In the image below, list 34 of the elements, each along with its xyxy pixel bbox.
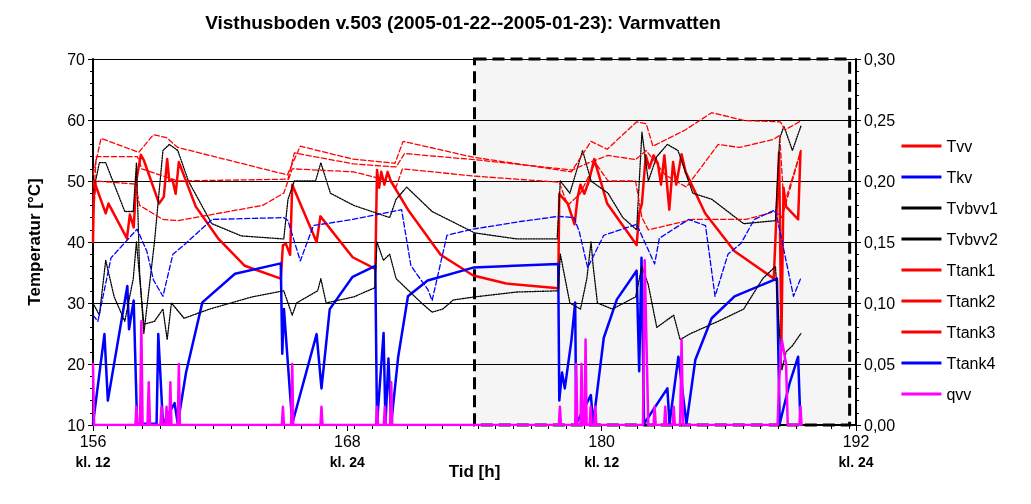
y2-tick-label: 0,30: [864, 50, 896, 68]
y-tick-label: 70: [67, 50, 86, 68]
y2-tick-label: 0,00: [864, 416, 896, 434]
y-tick-label: 50: [67, 172, 86, 190]
y-tick-label: 40: [67, 233, 86, 251]
y-tick-label: 20: [67, 355, 86, 373]
y2-tick-label: 0,10: [864, 294, 896, 312]
y-axis-title: Temperatur [°C]: [25, 178, 44, 306]
x-tick-label: 156: [79, 432, 107, 450]
text: kl. 24: [838, 454, 874, 470]
text: kl. 12: [584, 454, 620, 470]
y2-tick-label: 0,25: [864, 111, 896, 129]
legend-label: Ttank2: [946, 292, 996, 310]
legend-label: Ttank1: [946, 261, 996, 279]
x-tick-label: 192: [842, 432, 870, 450]
x-axis-title: Tid [h]: [448, 462, 501, 481]
y2-tick-label: 0,20: [864, 172, 896, 190]
y-tick-label: 60: [67, 111, 86, 129]
legend-label: Ttank4: [946, 354, 996, 372]
legend-label: qvv: [946, 385, 972, 403]
x-tick-label: 180: [588, 432, 616, 450]
chart-title: Visthusboden v.503 (2005-01-22--2005-01-23): Varmvatten: [205, 12, 721, 33]
y-tick-label: 30: [67, 294, 86, 312]
legend-label: Ttank3: [946, 323, 996, 341]
x-tick-label: 168: [333, 432, 361, 450]
y-tick-label: 10: [67, 416, 86, 434]
y2-tick-label: 0,15: [864, 233, 896, 251]
legend-label: Tvbvv2: [946, 230, 999, 248]
legend-label: Tvbvv1: [946, 199, 999, 217]
text: kl. 24: [329, 454, 366, 470]
text: kl. 12: [75, 454, 111, 470]
y2-tick-label: 0,05: [864, 355, 896, 373]
legend-label: Tkv: [946, 168, 973, 186]
legend-label: Tvv: [946, 137, 973, 155]
